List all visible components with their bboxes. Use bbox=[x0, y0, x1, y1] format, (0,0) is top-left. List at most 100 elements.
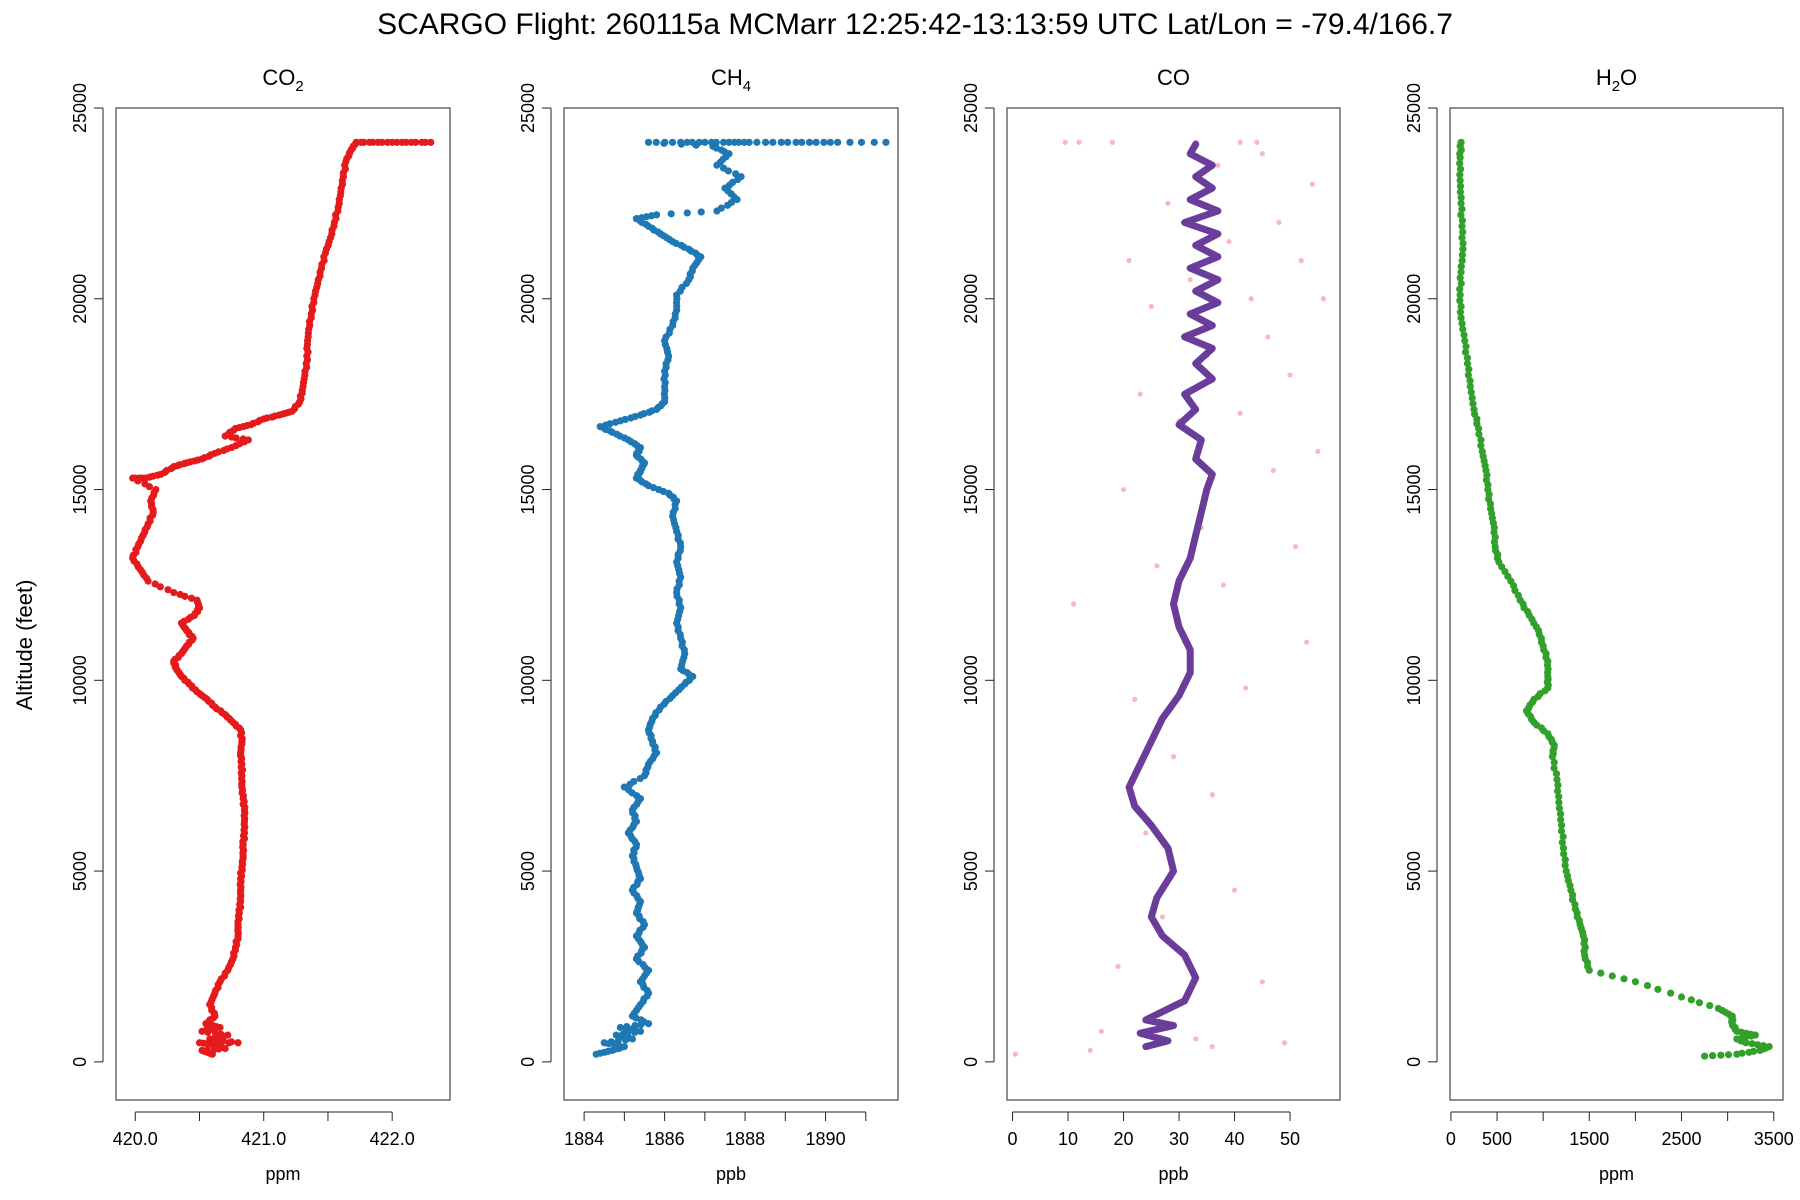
figure-title: SCARGO Flight: 260115a MCMarr 12:25:42-1… bbox=[377, 8, 1453, 41]
panel-title: CO2 bbox=[262, 65, 303, 95]
data-point bbox=[620, 1042, 628, 1051]
data-point bbox=[1254, 139, 1260, 145]
y-tick-label: 5000 bbox=[1404, 851, 1424, 891]
data-point bbox=[1287, 372, 1293, 378]
panel-3: CO 0 5000 10000 15000 20000 25000 0 10 20 30 40 50 pp… bbox=[961, 65, 1341, 1184]
data-point-interp bbox=[1555, 793, 1563, 801]
data-point bbox=[1237, 139, 1243, 145]
data-point-interp bbox=[719, 164, 728, 172]
data-point-interp bbox=[1458, 216, 1467, 225]
data-point bbox=[1456, 176, 1464, 185]
x-tick-label: 500 bbox=[1482, 1129, 1512, 1149]
data-point bbox=[1558, 821, 1566, 829]
y-tick-label: 5000 bbox=[518, 851, 538, 891]
data-point bbox=[1293, 544, 1299, 550]
data-point bbox=[1237, 410, 1243, 416]
data-point-interp bbox=[712, 138, 720, 146]
data-point-interp bbox=[1555, 804, 1563, 812]
data-point-interp bbox=[1477, 442, 1485, 450]
data-point-interp bbox=[717, 204, 725, 212]
data-point-interp bbox=[820, 138, 828, 146]
data-point-interp bbox=[1468, 394, 1476, 402]
data-point bbox=[1098, 1028, 1104, 1034]
data-point-interp bbox=[826, 138, 834, 146]
data-point bbox=[1265, 334, 1271, 340]
data-point bbox=[1457, 268, 1465, 276]
panel-title: CH4 bbox=[711, 65, 751, 95]
data-point-interp bbox=[1458, 251, 1466, 259]
panel-title-subscript: 2 bbox=[295, 78, 303, 95]
data-series bbox=[129, 138, 435, 1058]
data-point bbox=[1298, 258, 1304, 264]
data-point bbox=[195, 1039, 204, 1047]
data-point-interp bbox=[812, 138, 820, 146]
x-tick-label: 0 bbox=[1446, 1129, 1456, 1149]
y-tick-label: 10000 bbox=[518, 655, 538, 705]
data-point-interp bbox=[1456, 297, 1464, 305]
data-point-interp bbox=[1456, 188, 1464, 196]
x-tick-label: 20 bbox=[1114, 1129, 1134, 1149]
data-point bbox=[1126, 258, 1132, 264]
data-point bbox=[1765, 1042, 1773, 1051]
data-point bbox=[612, 1031, 620, 1039]
data-point bbox=[1457, 138, 1465, 146]
y-tick-label: 0 bbox=[1404, 1057, 1424, 1067]
data-point-interp bbox=[1557, 827, 1566, 835]
panel-4: H2O 0 5000 10000 15000 20000 25000 0 500 1500 2500… bbox=[1404, 65, 1794, 1184]
data-point bbox=[1457, 314, 1465, 322]
data-point bbox=[1137, 391, 1143, 397]
data-point-interp bbox=[1457, 279, 1465, 288]
y-tick-label: 15000 bbox=[518, 465, 538, 515]
data-point bbox=[1466, 382, 1474, 391]
data-point bbox=[1154, 563, 1160, 569]
data-point bbox=[1270, 467, 1276, 474]
data-point bbox=[1120, 486, 1127, 493]
data-point bbox=[1459, 245, 1467, 253]
data-point bbox=[1677, 993, 1686, 1001]
y-tick-label: 0 bbox=[70, 1057, 90, 1067]
data-point-interp bbox=[227, 1038, 236, 1046]
data-point bbox=[701, 138, 709, 146]
data-point-interp bbox=[1550, 764, 1558, 772]
data-point-interp bbox=[1553, 787, 1562, 795]
data-point-interp bbox=[1559, 833, 1567, 841]
data-point-interp bbox=[688, 138, 696, 146]
data-point-interp bbox=[151, 580, 159, 588]
data-point bbox=[1631, 978, 1640, 986]
data-point bbox=[1478, 447, 1486, 455]
data-point-interp bbox=[1457, 302, 1465, 310]
data-point bbox=[620, 783, 628, 791]
data-point bbox=[1555, 798, 1563, 807]
panel-2: CH4 0 5000 10000 15000 20000 25000 1884 1886 1888… bbox=[518, 65, 899, 1184]
x-tick-label: 1890 bbox=[806, 1129, 846, 1149]
data-point bbox=[1320, 296, 1326, 302]
data-point-interp bbox=[846, 138, 854, 146]
data-point-interp bbox=[735, 138, 743, 146]
y-tick-label: 10000 bbox=[1404, 655, 1424, 705]
data-point bbox=[1076, 139, 1082, 145]
data-point-interp bbox=[1748, 1040, 1756, 1048]
data-point-interp bbox=[378, 138, 386, 146]
data-point-interp bbox=[1458, 234, 1466, 242]
data-point-interp bbox=[623, 1022, 631, 1031]
y-tick-label: 20000 bbox=[961, 274, 981, 324]
panel-title-subscript: 4 bbox=[743, 78, 751, 95]
data-point bbox=[1115, 963, 1121, 970]
x-tick-label: 10 bbox=[1058, 1129, 1078, 1149]
panel-title-main: CO bbox=[1157, 65, 1190, 90]
data-point-interp bbox=[1556, 810, 1565, 818]
data-point bbox=[1209, 1043, 1215, 1050]
data-point bbox=[745, 138, 753, 146]
data-point-interp bbox=[141, 480, 149, 488]
data-point bbox=[725, 138, 733, 146]
y-tick-label: 10000 bbox=[70, 655, 90, 705]
x-tick-label: 0 bbox=[1008, 1129, 1018, 1149]
y-tick-label: 5000 bbox=[961, 851, 981, 891]
y-tick-label: 20000 bbox=[70, 274, 90, 324]
x-tick-label: 1884 bbox=[564, 1129, 604, 1149]
x-tick-label: 2500 bbox=[1662, 1129, 1702, 1149]
data-point-interp bbox=[1695, 999, 1704, 1007]
data-point-interp bbox=[1558, 838, 1566, 847]
data-point bbox=[1456, 291, 1464, 299]
